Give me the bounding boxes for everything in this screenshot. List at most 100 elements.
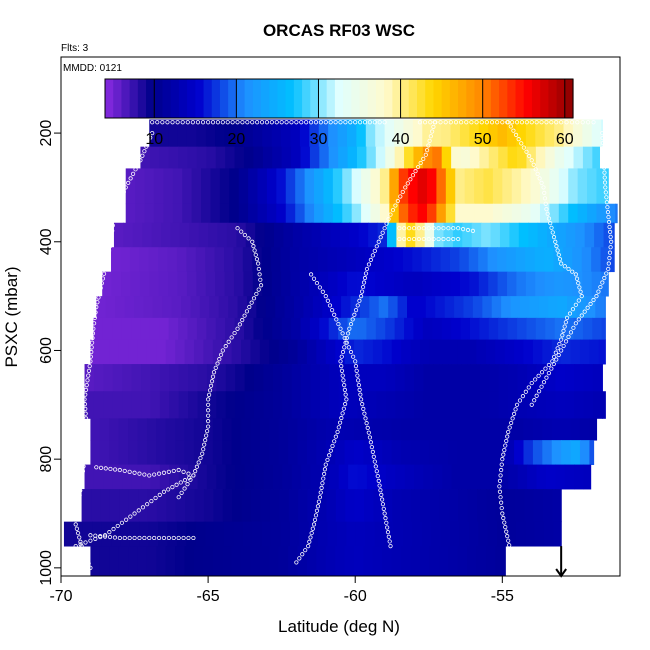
heatmap-cell (167, 521, 178, 547)
flight-track-point (246, 236, 251, 241)
heatmap-cell (300, 146, 311, 169)
flight-track-point (81, 464, 86, 469)
heatmap-cell (438, 339, 449, 365)
heatmap-cell (337, 119, 348, 148)
flight-track-point (546, 362, 551, 368)
colorbar-segment (384, 79, 393, 118)
flight-track-point (508, 547, 513, 552)
y-axis: 200 400 600 800 1000 (38, 120, 61, 586)
heatmap-cell (222, 339, 233, 365)
flight-track-point (363, 271, 369, 276)
flight-track-point (353, 363, 359, 369)
heatmap-cell (335, 546, 346, 577)
heatmap-cell (545, 364, 556, 392)
flight-track-point (343, 340, 348, 345)
heatmap-cell (229, 203, 240, 224)
heatmap-cell (131, 464, 142, 490)
flight-track-point (83, 387, 89, 392)
heatmap-cell (544, 521, 555, 547)
flight-track-point (600, 135, 605, 141)
heatmap-cell (306, 546, 317, 577)
flight-track-point (92, 315, 97, 320)
heatmap-cell (146, 418, 157, 441)
heatmap-cell (252, 521, 263, 547)
heatmap-cell (219, 168, 230, 205)
heatmap-cell (535, 317, 546, 340)
flight-track-point (90, 331, 96, 336)
heatmap-cell (198, 222, 209, 248)
heatmap-cell (261, 247, 272, 273)
heatmap-cell (502, 203, 513, 224)
heatmap-cell (612, 222, 615, 248)
heatmap-cell (238, 168, 249, 205)
flight-track-point (358, 120, 363, 125)
heatmap-cell (168, 317, 179, 340)
heatmap-cell (470, 391, 481, 419)
flight-track-point (469, 120, 474, 125)
heatmap-cell (457, 440, 468, 465)
heatmap-cell (280, 247, 291, 273)
colorbar-segment (474, 79, 484, 118)
heatmap-cell (205, 247, 216, 273)
flight-track-point (385, 530, 391, 535)
heatmap-cell (573, 317, 584, 340)
heatmap-cell (576, 296, 587, 319)
heatmap-cell (554, 146, 565, 169)
heatmap-cell (391, 418, 402, 441)
flight-track-point (536, 373, 541, 378)
heatmap-cell (149, 146, 160, 169)
flight-track-point (94, 465, 99, 470)
heatmap-cell (304, 168, 315, 205)
flight-track-point (380, 497, 385, 502)
heatmap-cell (356, 119, 367, 148)
colorbar-segment (523, 79, 533, 118)
heatmap-cell (545, 464, 556, 490)
flight-track-point (104, 257, 110, 262)
heatmap-cell (338, 317, 349, 340)
heatmap-cell (299, 271, 310, 297)
heatmap-cell (508, 391, 519, 419)
flight-track-point (402, 226, 407, 231)
flight-track-point (426, 226, 431, 231)
heatmap-cell (193, 440, 204, 465)
heatmap-cell (376, 364, 387, 392)
heatmap-cell (439, 489, 450, 523)
flight-track-point (147, 535, 152, 541)
heatmap-cell (297, 440, 308, 465)
flight-track-point (421, 226, 426, 231)
flight-tracks (73, 120, 614, 570)
heatmap-cell (422, 119, 433, 148)
flight-track-point (591, 120, 596, 125)
heatmap-cell (395, 464, 406, 490)
heatmap-cell (93, 391, 104, 419)
heatmap-cell (376, 391, 387, 419)
heatmap-cell (206, 391, 217, 419)
heatmap-cell (146, 339, 157, 365)
heatmap-cell (572, 119, 583, 148)
heatmap-cell (260, 489, 271, 523)
x-tick-label: -70 (49, 588, 72, 605)
heatmap-cell (589, 339, 600, 365)
flight-track-point (562, 324, 567, 329)
flight-track-point (604, 271, 609, 276)
flight-track-point (144, 144, 149, 149)
flight-track-point (338, 326, 343, 331)
heatmap-cell (591, 247, 602, 273)
heatmap-cell (291, 391, 302, 419)
heatmap-cell (225, 391, 236, 419)
heatmap-cell (534, 521, 545, 547)
heatmap-cell (555, 464, 566, 490)
heatmap-cell (423, 464, 434, 490)
heatmap-cell (105, 296, 116, 319)
heatmap-cell (389, 203, 400, 224)
heatmap-cell (90, 440, 101, 465)
heatmap-cell (485, 339, 496, 365)
heatmap-cell (488, 317, 499, 340)
heatmap-cell (384, 119, 395, 148)
heatmap-cell (394, 317, 405, 340)
colorbar-segment (466, 79, 476, 118)
flight-track-point (76, 498, 82, 503)
flight-track-point (340, 349, 346, 355)
flight-track-point (484, 120, 489, 125)
heatmap-cell (128, 440, 139, 465)
